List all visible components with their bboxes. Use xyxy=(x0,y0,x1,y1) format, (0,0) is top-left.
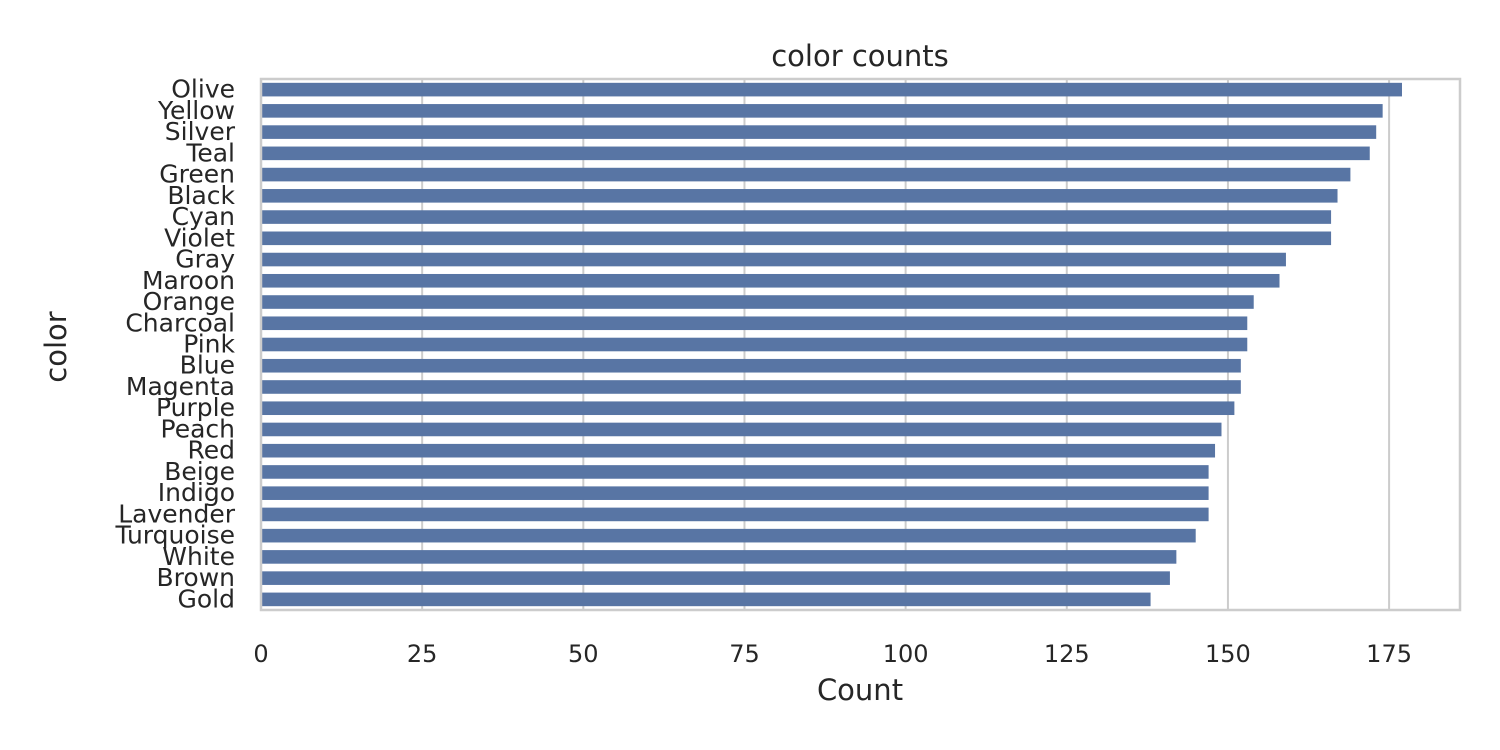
x-tick-label: 125 xyxy=(1044,640,1090,668)
bar-red xyxy=(261,443,1216,458)
plot-frame xyxy=(259,77,1462,612)
bar-violet xyxy=(261,231,1332,246)
y-tick-label: Olive xyxy=(171,75,235,104)
x-tick-label: 25 xyxy=(407,640,438,668)
bar-silver xyxy=(261,125,1377,139)
bar-maroon xyxy=(261,273,1280,288)
y-tick-label: Lavender xyxy=(118,499,236,528)
y-tick-label: Black xyxy=(167,181,235,210)
bar-teal xyxy=(261,146,1370,161)
bar-cyan xyxy=(261,210,1332,224)
bar-lavender xyxy=(261,507,1209,522)
y-tick-label: Blue xyxy=(180,351,235,380)
y-tick-label: White xyxy=(162,542,235,571)
y-tick-label: Maroon xyxy=(142,266,235,295)
y-tick-label: Gray xyxy=(175,245,235,274)
y-tick-label: Violet xyxy=(164,223,235,252)
bar-olive xyxy=(261,82,1402,97)
x-axis-label: Count xyxy=(817,673,903,707)
bar-magenta xyxy=(261,380,1241,394)
x-tick-labels: 0 25 50 75 100 125 150 175 xyxy=(253,640,1412,668)
bar-gold xyxy=(261,592,1151,607)
bar-yellow xyxy=(261,104,1383,118)
y-tick-label: Gold xyxy=(178,584,235,613)
y-tick-label: Indigo xyxy=(158,478,235,507)
y-tick-labels: OliveYellowSilverTealGreenBlackCyanViole… xyxy=(114,75,235,614)
x-tick-label: 150 xyxy=(1205,640,1251,668)
x-tick-label: 175 xyxy=(1366,640,1412,668)
bar-beige xyxy=(261,465,1209,479)
y-tick-label: Red xyxy=(188,436,236,465)
chart-title: color counts xyxy=(771,39,949,73)
y-tick-label: Charcoal xyxy=(125,308,235,337)
y-axis-label: color xyxy=(39,311,73,382)
bar-pink xyxy=(261,337,1248,352)
bar-white xyxy=(261,550,1177,564)
y-tick-label: Teal xyxy=(185,138,235,167)
bar-charcoal xyxy=(261,316,1248,331)
y-tick-label: Beige xyxy=(164,457,235,486)
y-tick-label: Turquoise xyxy=(114,521,235,550)
y-tick-label: Magenta xyxy=(126,372,235,401)
bar-blue xyxy=(261,358,1241,373)
y-tick-label: Purple xyxy=(156,393,235,422)
bar-black xyxy=(261,189,1338,203)
bar-gray xyxy=(261,252,1286,267)
y-tick-label: Silver xyxy=(165,117,236,146)
bar-orange xyxy=(261,295,1254,309)
x-tick-label: 75 xyxy=(729,640,760,668)
bar-purple xyxy=(261,401,1235,416)
bar-brown xyxy=(261,571,1170,585)
y-tick-label: Peach xyxy=(161,414,235,443)
bar-green xyxy=(261,167,1351,182)
x-tick-label: 0 xyxy=(253,640,268,668)
x-tick-label: 50 xyxy=(568,640,599,668)
bar-indigo xyxy=(261,486,1209,500)
bar-turquoise xyxy=(261,528,1196,543)
y-tick-label: Yellow xyxy=(157,96,235,125)
y-tick-label: Brown xyxy=(157,563,235,592)
y-tick-label: Cyan xyxy=(172,202,235,231)
bars xyxy=(261,82,1402,607)
x-tick-label: 100 xyxy=(883,640,929,668)
bar-peach xyxy=(261,422,1222,437)
y-tick-label: Pink xyxy=(183,330,235,359)
y-tick-label: Green xyxy=(159,160,235,189)
y-tick-label: Orange xyxy=(143,287,235,316)
